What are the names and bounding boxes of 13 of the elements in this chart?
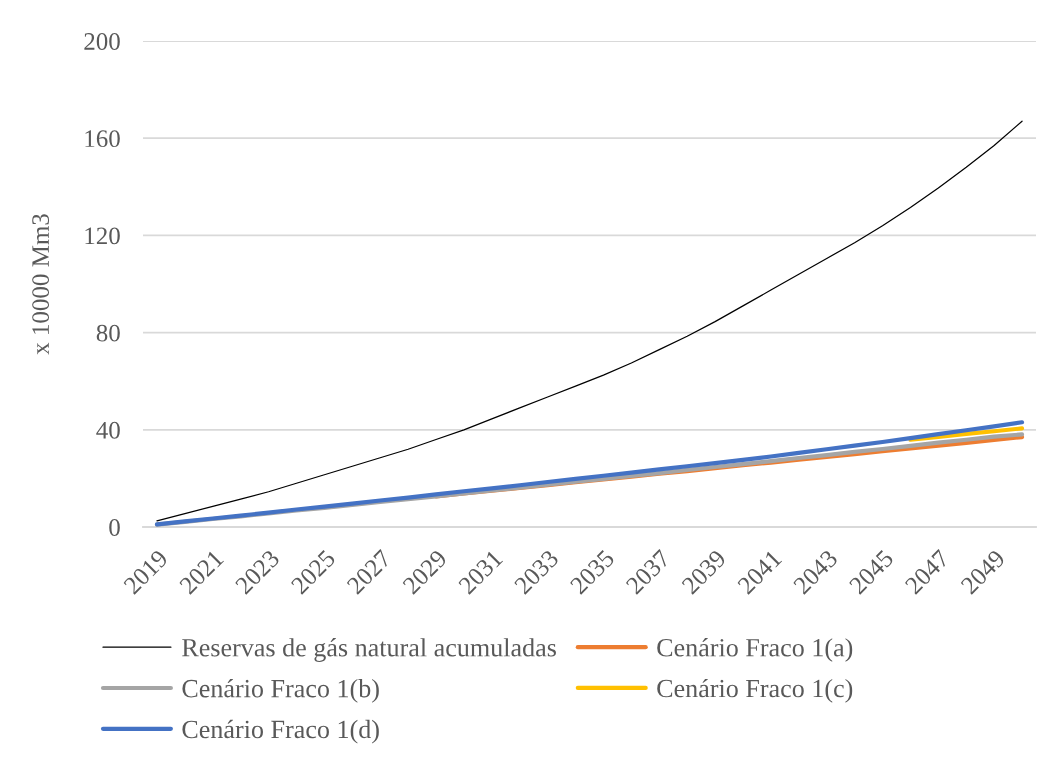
legend-label: Cenário Fraco 1(c) xyxy=(657,678,853,703)
y-tick-label: 80 xyxy=(96,324,120,342)
y-axis-title: x 10000 Mm3 xyxy=(32,214,50,355)
line-series xyxy=(156,120,1023,522)
y-tick-label: 120 xyxy=(85,227,120,245)
legend-label: Cenário Fraco 1(a) xyxy=(657,638,853,662)
y-tick-label: 200 xyxy=(84,33,120,50)
legend-label: Reservas de gás natural acumuladas xyxy=(182,638,556,662)
legend-label: Cenário Fraco 1(d) xyxy=(182,719,379,744)
y-tick-label: 40 xyxy=(96,421,120,439)
y-tick-label: 160 xyxy=(85,130,120,148)
legend-label: Cenário Fraco 1(b) xyxy=(182,679,379,703)
y-tick-label: 0 xyxy=(109,519,120,536)
